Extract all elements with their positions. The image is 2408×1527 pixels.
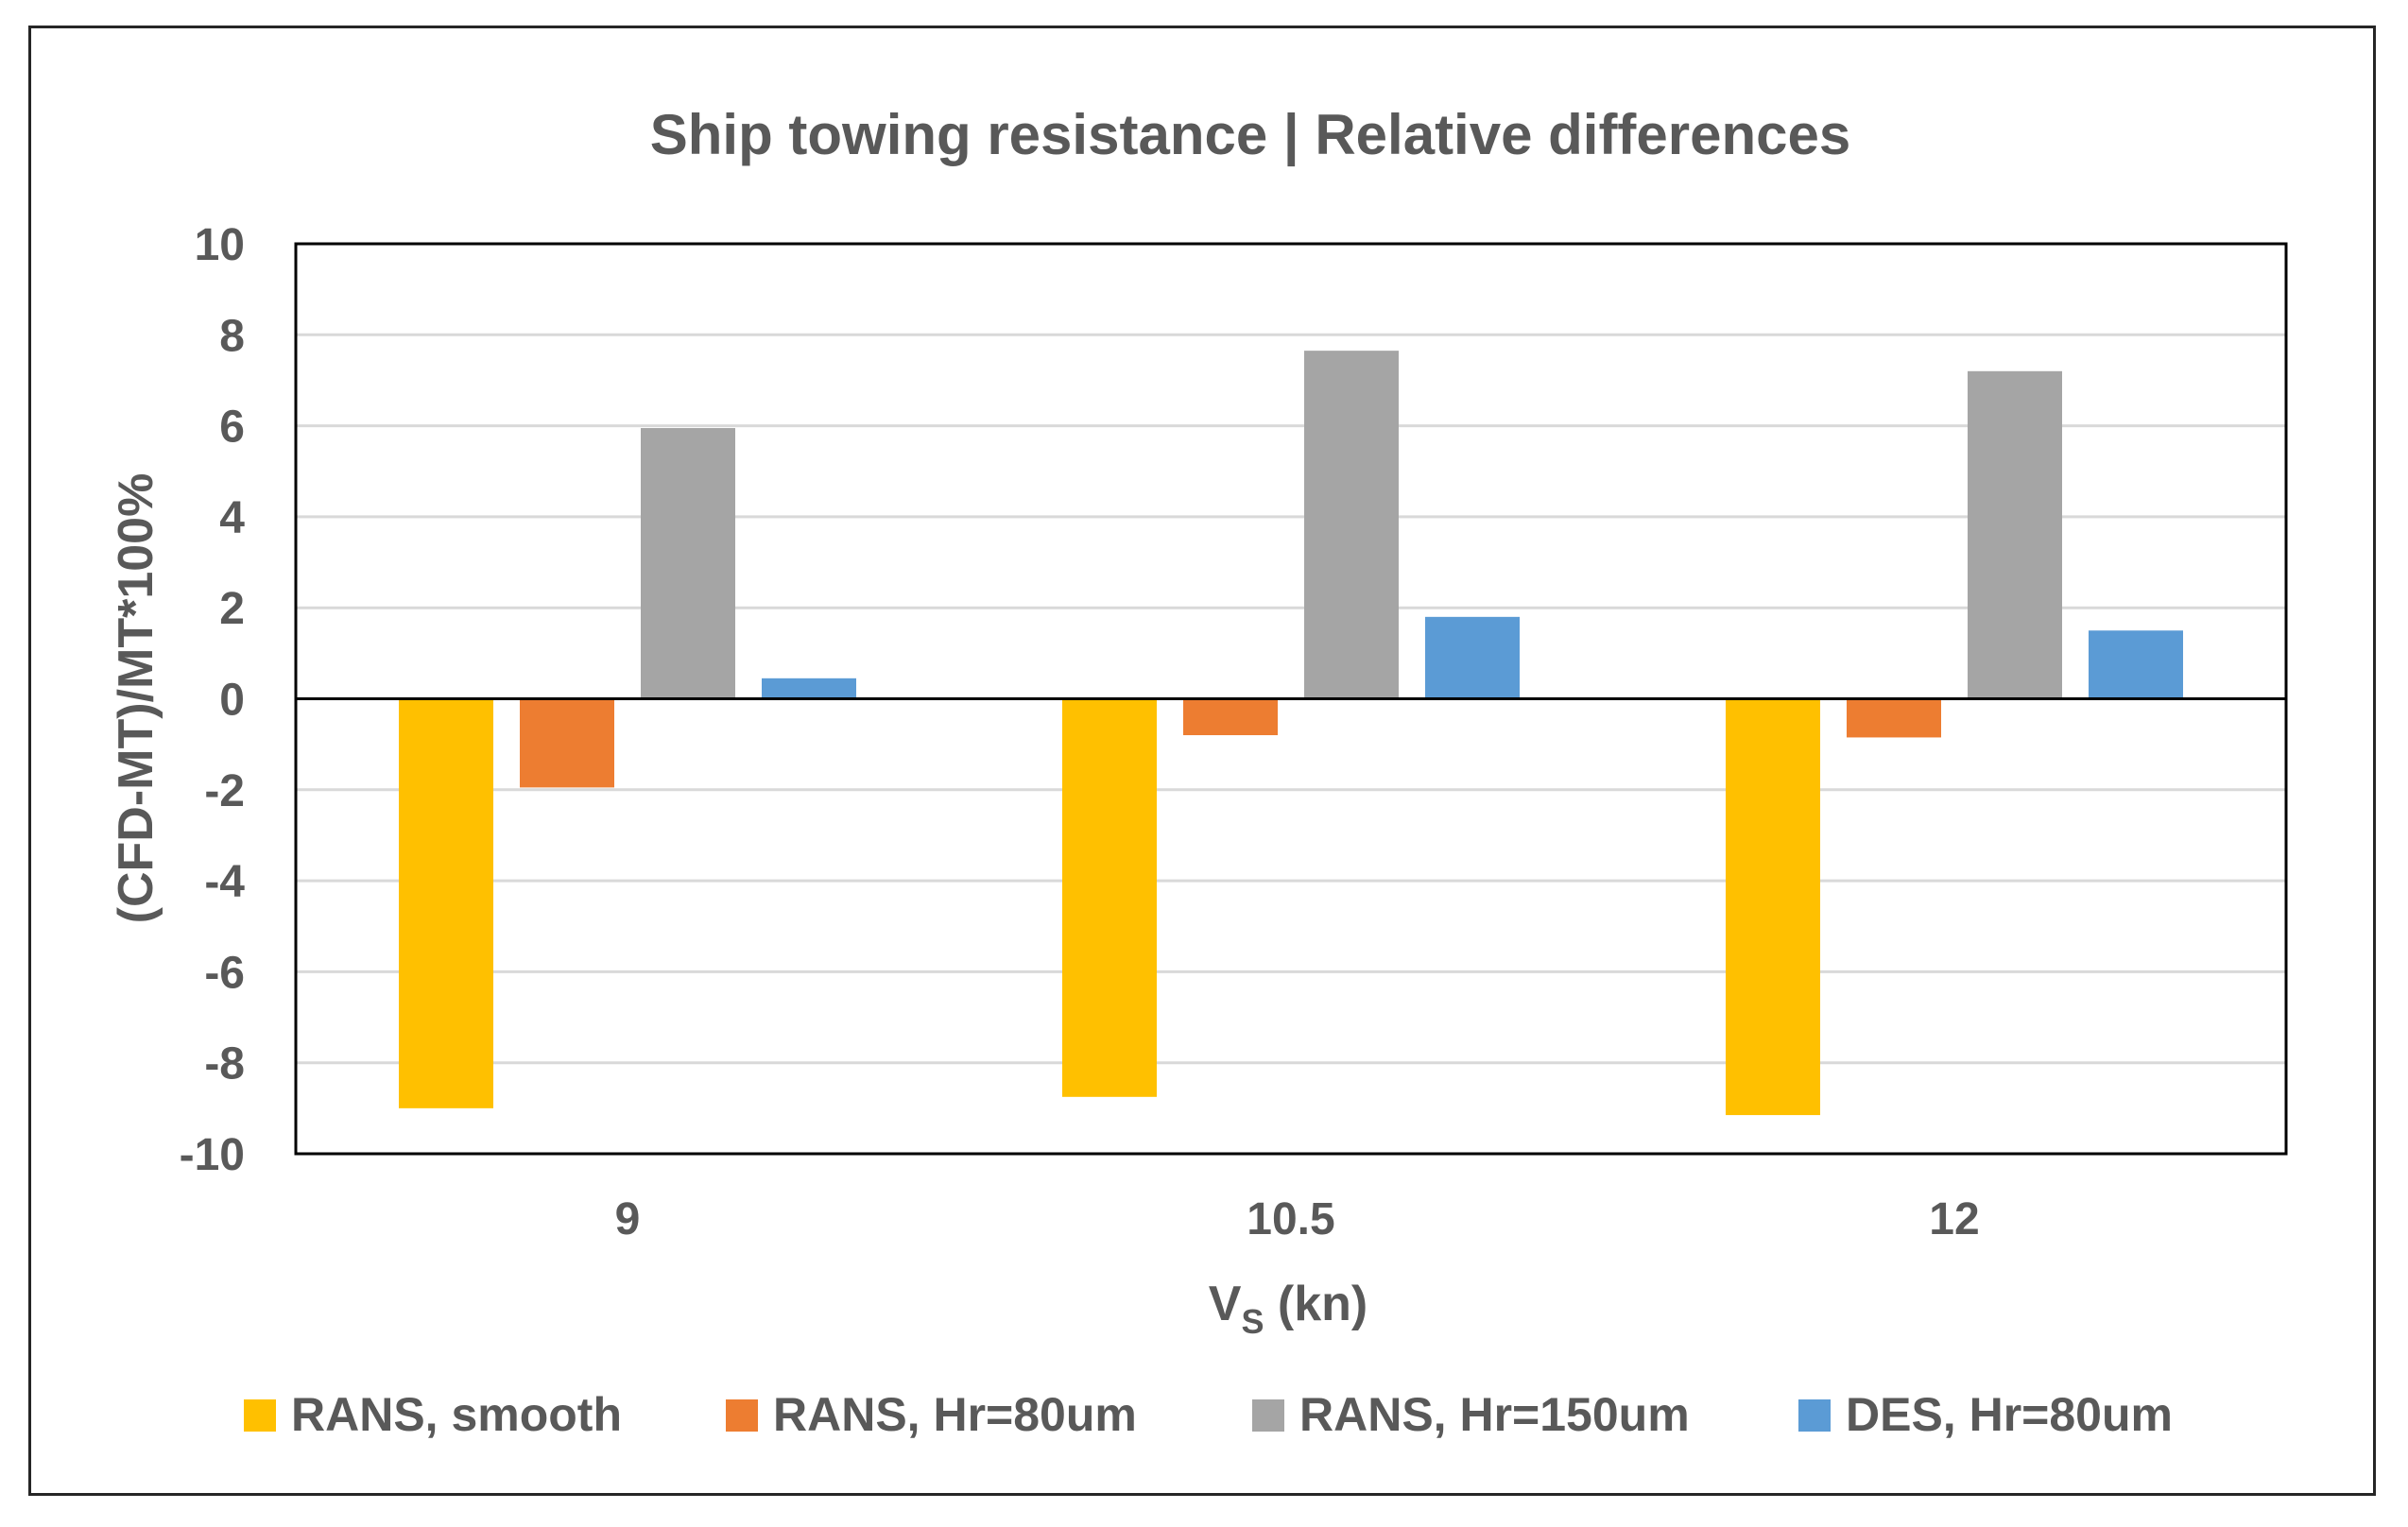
bar — [1847, 698, 1941, 738]
legend-swatch — [1798, 1399, 1831, 1432]
bar — [1183, 698, 1278, 736]
bar — [2089, 630, 2183, 699]
legend-swatch — [726, 1399, 758, 1432]
gridlines — [296, 333, 2286, 1065]
y-tick-label: 2 — [219, 584, 245, 634]
x-axis-label-unit: (kn) — [1264, 1277, 1367, 1331]
bar — [1726, 698, 1820, 1116]
y-tick-label: 10 — [195, 220, 245, 270]
bar — [1304, 351, 1399, 699]
bar — [399, 698, 493, 1108]
legend-item: RANS, Hr=150um — [1252, 1388, 1690, 1441]
chart-title: Ship towing resistance | Relative differ… — [650, 103, 1851, 167]
y-axis-label: (CFD-MT)/MT*100% — [109, 473, 163, 924]
legend-swatch — [244, 1399, 276, 1432]
legend-label: RANS, Hr=150um — [1299, 1388, 1690, 1441]
y-tick-label: -8 — [204, 1039, 245, 1089]
y-tick-label: 4 — [219, 493, 245, 543]
x-axis-label: VS (kn) — [1209, 1277, 1367, 1341]
legend-label: RANS, Hr=80um — [773, 1388, 1137, 1441]
x-axis-label-main: V — [1209, 1277, 1242, 1331]
legend-label: DES, Hr=80um — [1846, 1388, 2173, 1441]
y-tick-label: 6 — [219, 403, 245, 453]
y-tick-label: 0 — [219, 676, 245, 726]
chart-svg: Ship towing resistance | Relative differ… — [109, 103, 2288, 1441]
bar — [1968, 370, 2062, 699]
bars — [399, 351, 2183, 1116]
y-tick-label: -4 — [204, 857, 245, 907]
x-tick-label: 12 — [1929, 1194, 1979, 1244]
legend-swatch — [1252, 1399, 1284, 1432]
y-tick-labels: 10 8 6 4 2 0 -2 -4 -6 -8 -10 — [180, 220, 246, 1180]
legend: RANS, smooth RANS, Hr=80um RANS, Hr=150um D… — [244, 1388, 2173, 1441]
bar — [641, 428, 735, 699]
chart-frame: Ship towing resistance | Relative differ… — [28, 26, 2376, 1496]
plot-area-border — [294, 242, 2288, 1156]
x-tick-labels: 9 10.5 12 — [615, 1194, 1980, 1244]
x-axis-label-subscript: S — [1241, 1302, 1264, 1341]
legend-item: RANS, Hr=80um — [726, 1388, 1137, 1441]
y-tick-label: 8 — [219, 311, 245, 361]
legend-label: RANS, smooth — [291, 1388, 622, 1441]
y-tick-label: -10 — [180, 1130, 245, 1180]
x-tick-label: 9 — [615, 1194, 641, 1244]
legend-item: RANS, smooth — [244, 1388, 622, 1441]
bar — [762, 678, 856, 699]
x-tick-label: 10.5 — [1247, 1194, 1334, 1244]
y-tick-label: -2 — [204, 766, 245, 816]
y-tick-label: -6 — [204, 948, 245, 998]
bar — [520, 698, 614, 788]
bar — [1425, 616, 1520, 699]
bar — [1062, 698, 1157, 1097]
legend-item: DES, Hr=80um — [1798, 1388, 2173, 1441]
